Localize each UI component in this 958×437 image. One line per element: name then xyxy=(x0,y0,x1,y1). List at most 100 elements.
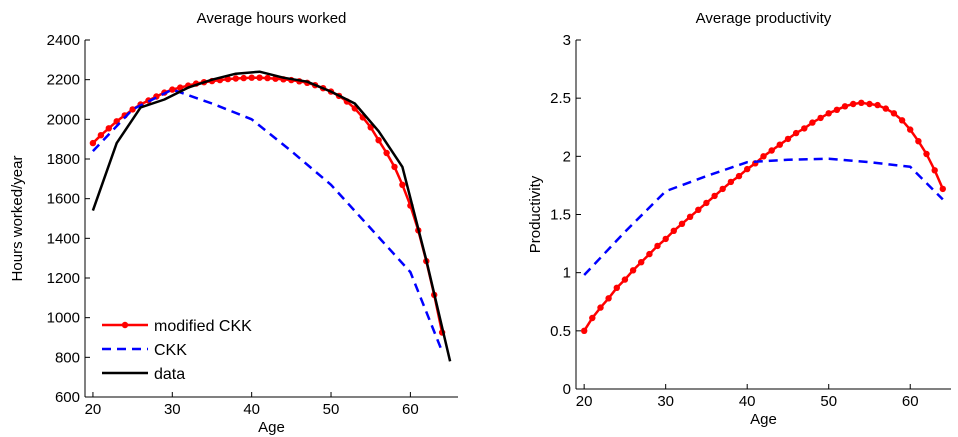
p1-x-tick-label-0: 20 xyxy=(576,393,593,410)
p1-chart-title: Average productivity xyxy=(696,10,832,27)
p0-point-modified-ckk-36 xyxy=(375,137,382,144)
p0-point-modified-ckk-18 xyxy=(232,75,239,82)
p0-x-tick-label-4: 60 xyxy=(402,401,419,418)
p1-point-modified-ckk-31 xyxy=(833,106,841,114)
p1-y-tick-label-4: 2 xyxy=(563,148,571,165)
p1-point-modified-ckk-25 xyxy=(784,135,792,143)
p0-y-axis-label: Hours worked/year xyxy=(9,156,26,282)
p0-point-modified-ckk-22 xyxy=(264,74,271,82)
p0-series-line-modified-ckk xyxy=(92,76,444,333)
p0-point-modified-ckk-21 xyxy=(256,74,263,81)
p1-y-tick-label-0: 0 xyxy=(563,381,571,398)
p1-y-tick-label-1: 0.5 xyxy=(550,323,571,340)
hours-worked-chart: 600 800 1000 1200 1400 1600 1800 2000 2200 2400 20… xyxy=(9,10,458,436)
p1-y-tick-label-3: 1.5 xyxy=(550,207,571,224)
p0-series-line-ckk xyxy=(91,88,444,352)
p0-y-tick-label-8: 2200 xyxy=(47,72,80,89)
p1-point-modified-ckk-6 xyxy=(629,267,637,274)
p0-point-modified-ckk-5 xyxy=(129,106,136,113)
p1-x-tick-label-1: 30 xyxy=(657,393,674,410)
p1-point-modified-ckk-22 xyxy=(760,153,767,160)
p0-point-modified-ckk-17 xyxy=(224,75,232,83)
p0-x-tick-label-1: 30 xyxy=(164,401,181,418)
p1-point-modified-ckk-43 xyxy=(931,167,938,174)
p1-point-modified-ckk-29 xyxy=(817,114,824,122)
p1-x-tick-label-2: 40 xyxy=(739,393,756,410)
p1-point-modified-ckk-30 xyxy=(825,110,832,117)
p1-series-group xyxy=(581,99,946,334)
p0-chart-title: Average hours worked xyxy=(197,10,347,27)
p1-y-tick-label-6: 3 xyxy=(563,32,571,49)
p1-point-modified-ckk-34 xyxy=(858,99,865,107)
p0-point-modified-ckk-11 xyxy=(177,84,184,91)
p0-point-modified-ckk-20 xyxy=(248,74,255,81)
p1-point-modified-ckk-42 xyxy=(923,150,930,158)
p0-y-tick-label-4: 1400 xyxy=(47,230,80,247)
p1-y-tick-label-5: 2.5 xyxy=(550,90,571,107)
p1-point-modified-ckk-20 xyxy=(744,165,751,173)
p1-point-modified-ckk-15 xyxy=(703,199,710,207)
p0-series-modified-ckk xyxy=(89,74,446,336)
p1-point-modified-ckk-14 xyxy=(695,206,702,213)
p0-legend-label-data: data xyxy=(154,366,185,383)
p1-point-modified-ckk-9 xyxy=(654,242,661,250)
p1-point-modified-ckk-37 xyxy=(882,105,889,112)
p1-y-axis-label: Productivity xyxy=(527,175,544,253)
p0-x-tick-label-0: 20 xyxy=(85,401,102,418)
p0-series-group xyxy=(89,70,452,362)
p0-point-modified-ckk-37 xyxy=(383,149,390,157)
productivity-chart: 0 0.5 1 1.5 2 2.5 3 20 30 40 50 60 Average productiv… xyxy=(527,10,951,428)
p1-series-modified-ckk xyxy=(581,99,946,334)
p0-point-modified-ckk-19 xyxy=(240,74,247,82)
p0-x-tick-label-2: 40 xyxy=(243,401,260,418)
p0-y-tick-label-7: 2000 xyxy=(47,111,80,128)
p0-y-tick-label-0: 600 xyxy=(55,389,80,406)
p1-point-modified-ckk-5 xyxy=(621,276,629,283)
p1-point-modified-ckk-41 xyxy=(915,138,922,145)
p1-point-modified-ckk-32 xyxy=(841,103,849,110)
p1-point-modified-ckk-19 xyxy=(735,172,743,180)
p1-series-ckk xyxy=(583,157,944,276)
p1-x-axis-label: Age xyxy=(750,411,777,428)
p1-point-modified-ckk-38 xyxy=(890,110,898,117)
p1-point-modified-ckk-8 xyxy=(646,250,653,258)
p1-point-modified-ckk-0 xyxy=(581,327,588,334)
p1-point-modified-ckk-28 xyxy=(809,119,816,126)
p0-x-axis-label: Age xyxy=(258,419,285,436)
p1-point-modified-ckk-33 xyxy=(850,100,857,108)
p1-point-modified-ckk-10 xyxy=(662,235,669,243)
p1-point-modified-ckk-7 xyxy=(638,259,645,266)
p1-point-modified-ckk-16 xyxy=(711,192,718,200)
p1-point-modified-ckk-4 xyxy=(613,284,620,291)
p0-legend-label-ckk: CKK xyxy=(154,342,187,359)
p1-point-modified-ckk-1 xyxy=(589,314,596,322)
p0-y-tick-label-5: 1600 xyxy=(47,191,80,208)
p1-point-modified-ckk-3 xyxy=(605,295,612,302)
p0-point-modified-ckk-2 xyxy=(105,125,113,132)
p1-point-modified-ckk-44 xyxy=(939,185,946,193)
p0-series-data xyxy=(91,70,452,362)
p1-y-tick-label-2: 1 xyxy=(563,265,571,282)
p0-y-tick-label-2: 1000 xyxy=(47,310,80,327)
p1-point-modified-ckk-27 xyxy=(801,125,808,132)
p0-point-modified-ckk-0 xyxy=(89,139,97,147)
p1-point-modified-ckk-39 xyxy=(898,117,906,124)
p1-point-modified-ckk-40 xyxy=(907,126,914,133)
p1-point-modified-ckk-18 xyxy=(727,178,735,186)
p1-point-modified-ckk-2 xyxy=(597,304,604,311)
p0-y-tick-label-9: 2400 xyxy=(47,32,80,49)
p1-point-modified-ckk-35 xyxy=(866,100,873,108)
p0-legend-marker-modified-ckk xyxy=(121,321,129,329)
p1-point-modified-ckk-23 xyxy=(768,147,775,154)
p0-point-modified-ckk-1 xyxy=(97,132,105,139)
p1-point-modified-ckk-11 xyxy=(670,227,677,234)
p1-x-tick-label-3: 50 xyxy=(820,393,837,410)
p0-point-modified-ckk-39 xyxy=(399,181,406,188)
p1-point-modified-ckk-36 xyxy=(874,101,881,109)
p0-y-tick-label-1: 800 xyxy=(55,349,80,366)
p1-point-modified-ckk-13 xyxy=(686,213,694,220)
p0-x-tick-label-3: 50 xyxy=(323,401,340,418)
p0-legend-label-modified-ckk: modified CKK xyxy=(154,318,252,335)
p1-point-modified-ckk-17 xyxy=(719,185,726,193)
